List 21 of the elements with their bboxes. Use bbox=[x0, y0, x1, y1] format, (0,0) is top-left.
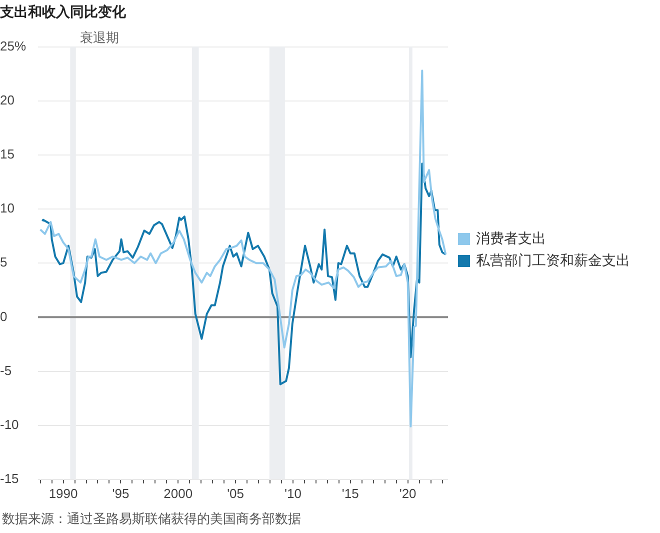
band-label: 衰退期 bbox=[80, 30, 119, 45]
y-tick-label: 0 bbox=[0, 308, 8, 324]
y-tick-label: 20 bbox=[0, 92, 14, 108]
x-tick-label: '20 bbox=[399, 486, 416, 501]
y-tick-label: -10 bbox=[0, 416, 19, 432]
chart-title: 支出和收入同比变化 bbox=[0, 3, 127, 20]
x-tick-label: 2000 bbox=[164, 486, 193, 501]
y-tick-label: 25% bbox=[0, 38, 26, 54]
x-tick-label: '95 bbox=[112, 486, 130, 501]
y-tick-label: 15 bbox=[0, 146, 14, 162]
x-tick-label: '10 bbox=[284, 486, 302, 501]
y-tick-label: -5 bbox=[0, 362, 12, 378]
x-tick-label: 1990 bbox=[48, 486, 78, 501]
y-tick-label: 10 bbox=[0, 200, 14, 216]
legend-label: 消费者支出 bbox=[476, 230, 546, 248]
x-tick-label: '05 bbox=[227, 486, 244, 501]
source-note: 数据来源：通过圣路易斯联储获得的美国商务部数据 bbox=[2, 510, 301, 528]
y-tick-label: 5 bbox=[0, 254, 8, 270]
y-tick-label: -15 bbox=[0, 470, 19, 486]
legend-label: 私营部门工资和薪金支出 bbox=[476, 252, 630, 270]
x-tick-label: '15 bbox=[342, 486, 359, 501]
